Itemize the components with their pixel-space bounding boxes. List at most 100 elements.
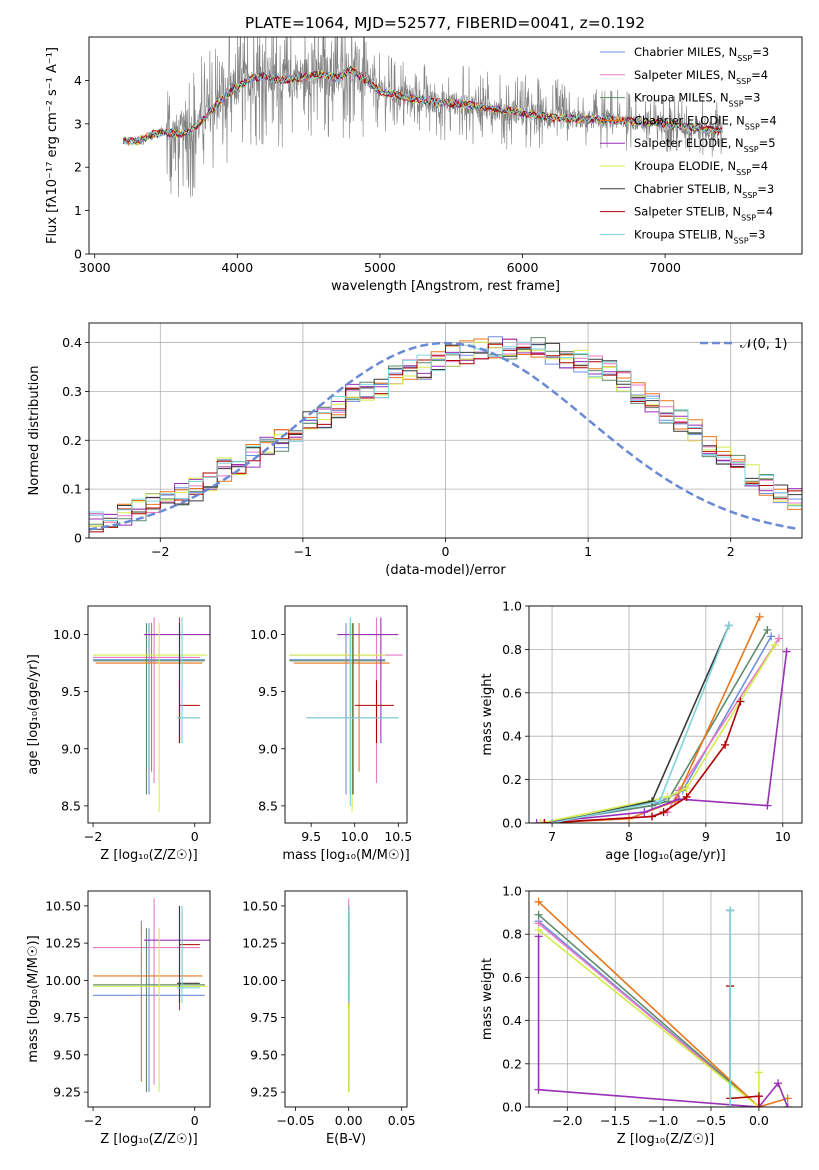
y-tick-label: 0.1 bbox=[62, 482, 82, 497]
marker-kroupa_miles bbox=[763, 625, 772, 634]
x-tick-label: 0 bbox=[442, 544, 450, 559]
axes-frame bbox=[87, 890, 211, 1108]
y-tick-label: 9.75 bbox=[53, 1010, 81, 1025]
y-tick-label: 0 bbox=[74, 247, 82, 262]
x-tick-label: 5000 bbox=[364, 260, 396, 275]
x-tick-label: −2.0 bbox=[552, 1113, 582, 1128]
y-tick-label: 10.25 bbox=[242, 936, 278, 951]
y-tick-label: 9.50 bbox=[250, 1047, 278, 1062]
x-tick-label: 0.00 bbox=[335, 1113, 363, 1128]
legend-entry: Salpeter STELIB, NSSP=4 bbox=[634, 205, 773, 223]
x-tick-label: 10 bbox=[775, 829, 791, 844]
x-tick-label: 6000 bbox=[507, 260, 539, 275]
y-tick-label: 0.8 bbox=[502, 927, 522, 942]
y-tick-label: 0.2 bbox=[502, 772, 522, 787]
x-axis-label: Z [log₁₀(Z/Z☉)] bbox=[100, 1132, 197, 1147]
x-axis-label: Z [log₁₀(Z/Z☉)] bbox=[100, 848, 197, 863]
y-tick-label: 10.50 bbox=[45, 898, 81, 913]
x-tick-label: 0.0 bbox=[749, 1113, 769, 1128]
axes-frame bbox=[528, 605, 803, 824]
plot-spectrum: 3000 4000 5000 6000 7000 0 1 2 3 4 wavelength [Ang… bbox=[45, 36, 803, 294]
x-tick-label: 0 bbox=[191, 1113, 199, 1128]
x-axis-label: mass [log₁₀(M/M☉)] bbox=[282, 848, 409, 863]
y-tick-label: 0.8 bbox=[502, 642, 522, 657]
hist-kroupa_stelib bbox=[89, 341, 802, 538]
x-tick-label: −0.5 bbox=[696, 1113, 726, 1128]
x-tick-label: −1.5 bbox=[600, 1113, 630, 1128]
x-tick-label: −0.05 bbox=[276, 1113, 314, 1128]
y-tick-label: 4 bbox=[74, 73, 82, 88]
y-axis-label: Normed distribution bbox=[27, 366, 42, 496]
y-tick-label: 0.3 bbox=[62, 384, 82, 399]
legend-entry: Kroupa STELIB, NSSP=3 bbox=[634, 227, 765, 245]
marker-kroupa_stelib bbox=[655, 797, 664, 806]
legend-entry: Chabrier MILES, NSSP=3 bbox=[634, 45, 769, 63]
figure-title: PLATE=1064, MJD=52577, FIBERID=0041, z=0… bbox=[245, 14, 645, 32]
x-tick-label: −2 bbox=[84, 1113, 102, 1128]
marker-salpeter_elodie bbox=[763, 801, 772, 810]
marker-chabrier_stelib bbox=[648, 797, 657, 806]
x-tick-label: 3000 bbox=[79, 260, 111, 275]
marker-salpeter_elodie bbox=[782, 647, 791, 656]
marker-chabrier_elodie bbox=[534, 897, 543, 906]
y-tick-label: 10.0 bbox=[53, 627, 81, 642]
x-tick-label: 9.5 bbox=[301, 829, 321, 844]
y-tick-label: 0.0 bbox=[502, 816, 522, 831]
marker-kroupa_elodie bbox=[754, 1068, 763, 1077]
y-tick-label: 0.0 bbox=[502, 1100, 522, 1115]
plot-age_vs_Z: −2 0 8.5 9.0 9.5 10.0 Z [log₁₀(Z/Z☉)] age [log₁… bbox=[26, 605, 211, 863]
y-tick-label: 0.6 bbox=[502, 685, 522, 700]
marker-kroupa_elodie bbox=[534, 925, 543, 934]
marker-chabrier_miles bbox=[767, 632, 776, 641]
axes-frame bbox=[528, 890, 803, 1108]
x-axis-label: (data-model)/error bbox=[385, 563, 506, 578]
y-tick-label: 9.0 bbox=[258, 741, 278, 756]
marker-kroupa_elodie bbox=[682, 784, 691, 793]
marker-kroupa_stelib bbox=[548, 819, 557, 823]
x-tick-label: 10.5 bbox=[384, 829, 412, 844]
marker-kroupa_elodie bbox=[663, 792, 672, 801]
marker-salpeter_stelib bbox=[682, 792, 691, 801]
y-axis-label: age [log₁₀(age/yr)] bbox=[26, 654, 41, 775]
legend-entry: Salpeter ELODIE, NSSP=5 bbox=[634, 136, 776, 154]
axes-frame bbox=[284, 890, 408, 1108]
series-salpeter_stelib bbox=[729, 986, 760, 1107]
series-salpeter_miles bbox=[538, 922, 760, 1107]
y-axis-label: mass [log₁₀(M/M☉)] bbox=[26, 935, 41, 1062]
series-chabrier_stelib bbox=[551, 625, 730, 823]
x-tick-label: −1 bbox=[294, 544, 312, 559]
y-tick-label: 8.5 bbox=[61, 798, 81, 813]
series-chabrier_elodie bbox=[538, 901, 788, 1107]
marker-salpeter_stelib bbox=[721, 740, 730, 749]
series-kroupa_miles bbox=[540, 629, 769, 823]
series-kroupa_miles bbox=[538, 914, 760, 1107]
marker-kroupa_stelib bbox=[726, 906, 735, 915]
marker-kroupa_miles bbox=[534, 910, 543, 919]
plot-cumulative_Z: −2.0 −1.5 −1.0 −0.5 0.0 0.0 0.2 0.4 0.6 0.8 1.0 Z [… bbox=[480, 884, 803, 1147]
x-tick-label: 7000 bbox=[649, 260, 681, 275]
marker-salpeter_elodie bbox=[783, 1103, 792, 1107]
marker-chabrier_elodie bbox=[755, 612, 764, 621]
data-spectrum bbox=[122, 37, 723, 198]
y-tick-label: 0.6 bbox=[502, 970, 522, 985]
model-kroupa_stelib bbox=[122, 69, 723, 146]
marker-salpeter_stelib bbox=[736, 697, 745, 706]
axes-frame bbox=[88, 322, 803, 539]
plot-mass_vs_Z: −2 0 9.25 9.50 9.75 10.00 10.25 10.50 Z [log₁₀(Z… bbox=[26, 890, 211, 1147]
marker-kroupa_stelib bbox=[726, 1103, 735, 1107]
y-tick-label: 1.0 bbox=[502, 599, 522, 614]
x-tick-label: 4000 bbox=[221, 260, 253, 275]
x-tick-label: 0 bbox=[191, 829, 199, 844]
plot-age_vs_mass: 9.5 10.0 10.5 8.5 9.0 9.5 10.0 mass [log₁₀(M/M☉… bbox=[250, 605, 412, 863]
x-tick-label: 8 bbox=[625, 829, 633, 844]
x-tick-label: 0.05 bbox=[388, 1113, 416, 1128]
marker-kroupa_elodie bbox=[536, 819, 545, 823]
legend-entry: Chabrier ELODIE, NSSP=4 bbox=[634, 113, 777, 130]
marker-salpeter_elodie bbox=[534, 1085, 543, 1094]
x-axis-label: E(B-V) bbox=[326, 1132, 366, 1147]
series-kroupa_elodie bbox=[540, 644, 776, 823]
legend-entry: Kroupa MILES, NSSP=3 bbox=[634, 91, 760, 109]
series-salpeter_stelib bbox=[544, 701, 742, 823]
